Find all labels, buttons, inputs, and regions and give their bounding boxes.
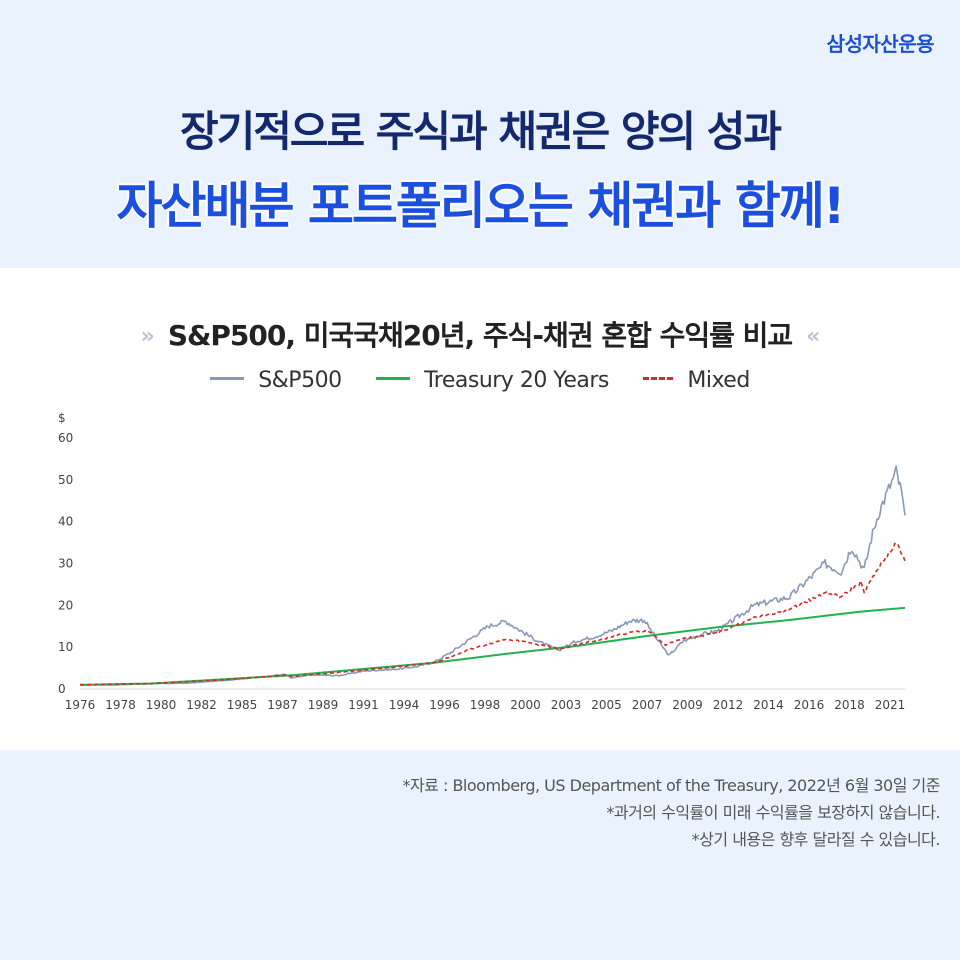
x-tick-label: 1978	[105, 698, 136, 712]
footnotes: *자료 : Bloomberg, US Department of the Tr…	[402, 772, 940, 853]
x-tick-label: 1985	[227, 698, 258, 712]
footnote-disclaimer-past: *과거의 수익률이 미래 수익률을 보장하지 않습니다.	[606, 803, 940, 822]
x-tick-label: 2021	[875, 698, 906, 712]
x-tick-label: 1998	[470, 698, 501, 712]
x-tick-label: 1994	[389, 698, 420, 712]
legend-label-treasury: Treasury 20 Years	[424, 368, 609, 393]
chart-panel	[0, 268, 960, 750]
x-tick-label: 1991	[348, 698, 379, 712]
x-tick-label: 1996	[429, 698, 460, 712]
y-tick-label: 10	[58, 640, 73, 654]
x-tick-label: 2005	[591, 698, 622, 712]
legend-item-treasury: Treasury 20 Years	[376, 368, 609, 393]
y-tick-label: 50	[58, 473, 73, 487]
chart-legend: S&P500 Treasury 20 Years Mixed	[0, 368, 960, 393]
x-tick-label: 1976	[65, 698, 96, 712]
legend-item-sp500: S&P500	[210, 368, 342, 393]
y-tick-label: 40	[58, 515, 73, 529]
legend-swatch-mixed	[643, 377, 674, 380]
chart-title-text: S&P500, 미국국채20년, 주식-채권 혼합 수익률 비교	[167, 319, 793, 352]
x-tick-label: 2014	[753, 698, 784, 712]
brand-logo: 삼성자산운용	[826, 32, 935, 56]
line-chart: $0 10 20 30 40 50 60 1976 1978 1980 1982 1985 1987 19…	[58, 411, 906, 712]
x-tick-label: 1987	[267, 698, 298, 712]
x-tick-label: 2009	[672, 698, 703, 712]
x-tick-label: 2018	[834, 698, 865, 712]
legend-swatch-sp500	[210, 377, 245, 380]
x-tick-label: 2003	[551, 698, 582, 712]
x-tick-label: 2007	[632, 698, 663, 712]
legend-item-mixed: Mixed	[643, 368, 750, 393]
double-chevron-right-icon: »	[140, 324, 155, 349]
footnote-source: *자료 : Bloomberg, US Department of the Tr…	[402, 776, 940, 795]
y-tick-label: 20	[58, 598, 73, 612]
y-tick-label: 60	[58, 431, 73, 445]
x-tick-label: 2012	[713, 698, 744, 712]
y-axis-label: $	[58, 411, 66, 425]
headline-line-2: 자산배분 포트폴리오는 채권과 함께!	[116, 177, 845, 235]
series-line-treasury-20-years	[80, 606, 906, 686]
x-tick-label: 2016	[794, 698, 825, 712]
chart-title: » S&P500, 미국국채20년, 주식-채권 혼합 수익률 비교 «	[0, 314, 960, 354]
footnote-disclaimer-change: *상기 내용은 향후 달라질 수 있습니다.	[691, 830, 941, 849]
legend-label-mixed: Mixed	[687, 368, 750, 393]
y-tick-label: 0	[58, 682, 66, 696]
legend-swatch-treasury	[376, 377, 411, 380]
headline-line-1: 장기적으로 주식과 채권은 양의 성과	[179, 107, 782, 156]
x-tick-label: 2000	[510, 698, 541, 712]
x-tick-label: 1980	[146, 698, 177, 712]
legend-label-sp500: S&P500	[258, 368, 342, 393]
series-line-mixed	[80, 542, 906, 686]
y-tick-label: 30	[58, 557, 73, 571]
double-chevron-left-icon: «	[806, 324, 820, 349]
x-tick-label: 1989	[308, 698, 339, 712]
series-line-s-p500	[80, 465, 906, 686]
x-tick-label: 1982	[186, 698, 217, 712]
